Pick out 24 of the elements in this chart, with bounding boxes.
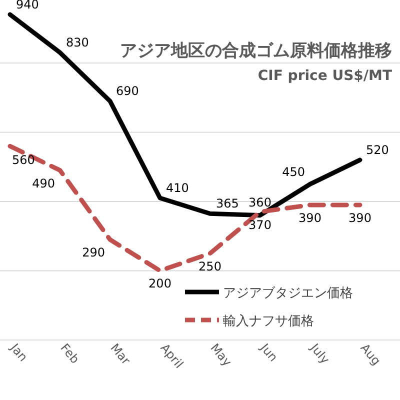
text: アジア地区の合成ゴム原料価格推移 xyxy=(120,41,392,61)
data-label: 830 xyxy=(66,36,89,50)
data-label: 390 xyxy=(298,210,322,225)
data-label: 290 xyxy=(82,246,105,260)
x-tick-label: July xyxy=(307,340,332,366)
text: CIF price US$/MT xyxy=(258,68,392,84)
data-label: 250 xyxy=(198,259,222,274)
x-tick-label: Feb xyxy=(58,340,82,366)
data-label: 520 xyxy=(366,142,389,157)
data-label: 200 xyxy=(148,276,172,291)
data-label: 560 xyxy=(12,153,35,168)
data-label: 450 xyxy=(282,165,305,180)
data-label: 410 xyxy=(166,181,189,196)
legend-label: アジアブタジエン価格 xyxy=(223,286,353,301)
data-label: 370 xyxy=(248,218,272,232)
data-label: 940 xyxy=(16,0,39,12)
legend-label: 輸入ナフサ価格 xyxy=(223,314,314,329)
data-label: 690 xyxy=(116,84,139,98)
data-label: 365 xyxy=(216,196,239,211)
data-label: 490 xyxy=(32,176,55,190)
data-label: 360 xyxy=(248,195,272,210)
data-label: 390 xyxy=(348,210,372,225)
x-tick-label: Jun xyxy=(257,340,280,364)
x-tick-label: Jan xyxy=(7,340,30,364)
